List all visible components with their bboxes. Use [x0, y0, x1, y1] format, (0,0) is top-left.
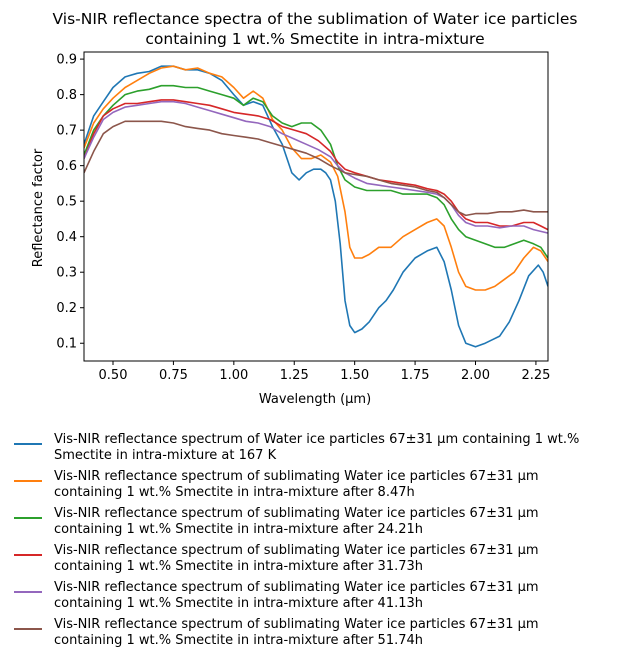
series-line-5 [84, 100, 548, 234]
chart-title-line-1: Vis-NIR reflectance spectra of the subli… [53, 10, 578, 28]
y-tick-label: 0.3 [56, 266, 77, 281]
plot-frame [83, 51, 549, 362]
y-tick-label: 0.7 [56, 124, 77, 139]
x-axis: 0.50 0.75 1.00 1.25 1.50 1.75 2.00 2.25 [99, 361, 550, 383]
legend-item-6: Vis-NIR reflectance spectrum of sublimat… [14, 617, 624, 654]
legend-swatch [14, 517, 42, 519]
legend: Vis-NIR reflectance spectrum of Water ic… [14, 432, 624, 654]
legend-swatch [14, 480, 42, 482]
legend-item-3: Vis-NIR reflectance spectrum of sublimat… [14, 506, 624, 543]
x-tick-label: 2.25 [521, 368, 550, 383]
legend-item-2: Vis-NIR reflectance spectrum of sublimat… [14, 469, 624, 506]
x-tick-label: 2.00 [461, 368, 490, 383]
y-tick-label: 0.6 [56, 159, 77, 174]
series-line-4 [84, 99, 548, 231]
x-tick-label: 1.50 [340, 368, 369, 383]
y-tick-label: 0.5 [56, 195, 77, 210]
y-axis-label: Reflectance factor [31, 148, 46, 267]
series-line-3 [84, 84, 548, 259]
series-line-6 [84, 120, 548, 217]
legend-swatch [14, 554, 42, 556]
y-axis: 0.1 0.2 0.3 0.4 0.5 0.6 0.7 0.8 0.9 [56, 53, 84, 352]
legend-label: Vis-NIR reflectance spectrum of sublimat… [54, 580, 539, 611]
chart-title-line-2: containing 1 wt.% Smectite in intra-mixt… [145, 30, 484, 48]
series-line-1 [84, 65, 548, 348]
legend-swatch [14, 591, 42, 593]
series-line-2 [84, 65, 548, 291]
legend-swatch [14, 628, 42, 630]
legend-swatch [14, 443, 42, 445]
x-axis-label: Wavelength (μm) [259, 392, 371, 407]
x-tick-label: 0.50 [99, 368, 128, 383]
plot-area [83, 51, 549, 362]
legend-label: Vis-NIR reflectance spectrum of sublimat… [54, 506, 539, 537]
x-tick-label: 0.75 [159, 368, 188, 383]
y-tick-label: 0.4 [56, 230, 77, 245]
legend-label: Vis-NIR reflectance spectrum of Water ic… [54, 432, 580, 463]
x-tick-label: 1.25 [280, 368, 309, 383]
legend-label: Vis-NIR reflectance spectrum of sublimat… [54, 469, 539, 500]
x-tick-label: 1.75 [401, 368, 430, 383]
legend-label: Vis-NIR reflectance spectrum of sublimat… [54, 543, 539, 574]
y-tick-label: 0.1 [56, 337, 77, 352]
legend-item-5: Vis-NIR reflectance spectrum of sublimat… [14, 580, 624, 617]
y-tick-label: 0.9 [56, 53, 77, 68]
y-tick-label: 0.2 [56, 301, 77, 316]
y-tick-label: 0.8 [56, 88, 77, 103]
chart-svg: Vis-NIR reflectance spectra of the subli… [31, 10, 578, 407]
legend-label: Vis-NIR reflectance spectrum of sublimat… [54, 617, 539, 648]
x-tick-label: 1.00 [219, 368, 248, 383]
legend-item-1: Vis-NIR reflectance spectrum of Water ic… [14, 432, 624, 469]
legend-item-4: Vis-NIR reflectance spectrum of sublimat… [14, 543, 624, 580]
